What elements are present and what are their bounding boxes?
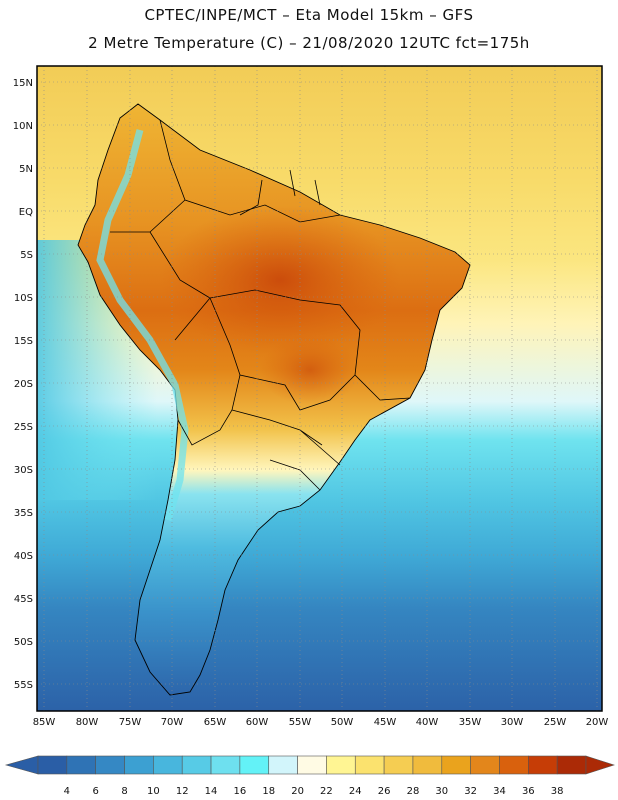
legend-tick-label: 26 [378,786,391,797]
lat-label: 45S [14,594,33,605]
lon-label: 70W [161,717,184,728]
lat-label: 5N [19,164,33,175]
latitude-labels: 15N 10N 5N EQ 5S 10S 15S 20S 25S 30S 35S… [13,78,33,691]
cerrado-hot-core [260,335,360,405]
map-frame [36,65,603,712]
legend-tick-label: 32 [464,786,477,797]
lon-label: 60W [246,717,269,728]
legend-tick-label: 24 [349,786,362,797]
lat-label: 15N [13,78,33,89]
legend-tick-label: 10 [147,786,160,797]
legend-tick-label: 4 [64,786,70,797]
legend-swatch [297,755,327,775]
andes-cold-ridge [96,129,189,522]
legend-tick-label: 34 [493,786,506,797]
legend-swatch [210,755,241,775]
legend-swatch [354,755,385,775]
legend-swatch [528,755,558,775]
legend-tick-label: 30 [435,786,448,797]
lon-label: 25W [544,717,567,728]
lon-label: 55W [289,717,312,728]
legend-swatch [66,755,96,775]
legend-arrow-low [4,755,39,775]
lat-label: EQ [19,207,33,218]
legend-swatch [95,755,125,775]
legend-swatch [412,755,443,775]
legend-swatch [499,755,529,775]
lon-label: 40W [416,717,439,728]
legend-tick-label: 38 [551,786,564,797]
legend-swatch [268,755,298,775]
lon-label: 45W [374,717,397,728]
legend-swatch [556,755,587,775]
legend-tick-label: 36 [522,786,535,797]
lon-label: 20W [586,717,609,728]
legend-swatch [181,755,212,775]
legend-swatches [4,755,615,775]
map-title-line2: 2 Metre Temperature (C) – 21/08/2020 12U… [88,34,530,52]
legend-swatch [153,755,183,775]
legend-tick-label: 22 [320,786,333,797]
legend-swatch [441,755,471,775]
lat-label: 55S [14,680,33,691]
lat-label: 5S [20,250,33,261]
legend-tick-label: 14 [205,786,218,797]
lat-label: 30S [14,465,33,476]
lon-label: 35W [459,717,482,728]
legend-tick-label: 20 [291,786,304,797]
legend-arrow-high [585,755,615,775]
legend-swatch [383,755,414,775]
legend-tick-label: 28 [407,786,420,797]
legend-swatch [239,755,270,775]
lat-label: 10S [14,293,33,304]
lon-label: 50W [331,717,354,728]
lat-label: 40S [14,551,33,562]
legend-swatch [470,755,500,775]
lat-label: 10N [13,121,33,132]
legend-tick-label: 16 [234,786,247,797]
legend-tick-label: 12 [176,786,189,797]
legend-tick-label: 8 [121,786,127,797]
legend-swatch [124,755,154,775]
lat-label: 15S [14,336,33,347]
lon-label: 30W [501,717,524,728]
legend-tick-label: 6 [92,786,98,797]
lon-label: 65W [204,717,227,728]
lat-label: 50S [14,637,33,648]
lon-label: 85W [33,717,56,728]
lat-label: 20S [14,379,33,390]
map-title-line1: CPTEC/INPE/MCT – Eta Model 15km – GFS [144,6,474,24]
lon-label: 75W [119,717,142,728]
longitude-labels: 85W 80W 75W 70W 65W 60W 55W 50W 45W 40W … [33,717,609,728]
legend-swatch [326,755,356,775]
lon-label: 80W [76,717,99,728]
legend-swatch [37,755,68,775]
amazon-hot-core [160,205,400,355]
lat-label: 25S [14,422,33,433]
legend-tick-labels: 4 6 8 10 12 14 16 18 20 22 24 26 28 30 32 34 36 38 [64,786,564,797]
lat-label: 35S [14,508,33,519]
legend-tick-label: 18 [262,786,275,797]
